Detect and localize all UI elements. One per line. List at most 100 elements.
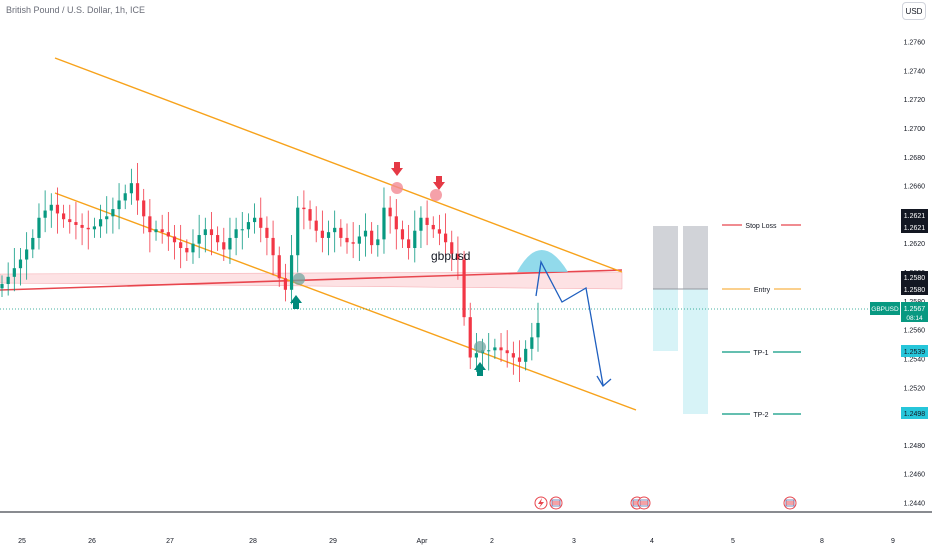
candle-body — [6, 276, 10, 285]
candle-body — [240, 229, 244, 231]
stop-zone-short — [653, 226, 678, 289]
target-zone-tp2 — [683, 289, 708, 414]
candle-body — [283, 278, 288, 290]
price-tick-label: 1.2440 — [904, 501, 926, 508]
svg-text:1.2539: 1.2539 — [904, 349, 926, 356]
candle-body — [222, 242, 226, 250]
tp1-price-tag: 1.2539 — [901, 345, 928, 357]
resistance-line[interactable] — [0, 269, 623, 291]
time-tick-label: 25 — [18, 538, 26, 545]
candle-body — [191, 243, 195, 253]
svg-text:1.2621: 1.2621 — [904, 213, 926, 220]
candle-body — [98, 219, 103, 227]
currency-button[interactable]: USD — [902, 2, 926, 20]
entry-price-tag: 1.2580 — [901, 271, 928, 283]
candle-body — [499, 347, 503, 351]
trade-zones — [653, 226, 708, 414]
svg-text:1.2580: 1.2580 — [904, 275, 926, 282]
candle-body — [246, 222, 251, 230]
candle-body — [228, 237, 232, 250]
entry-marker: Entry — [722, 287, 801, 294]
time-tick-label: Apr — [417, 538, 429, 545]
candle-body — [172, 236, 177, 243]
touch-marker-low-2 — [474, 341, 486, 353]
svg-text:GBPUSD: GBPUSD — [871, 306, 899, 313]
candle-body — [31, 237, 35, 250]
candle-body — [443, 233, 448, 243]
last-price-value: 1.2567 — [904, 306, 926, 313]
candle-body — [320, 230, 324, 238]
candle-body — [517, 357, 522, 362]
candle-body — [265, 227, 269, 238]
dome-shape — [517, 250, 568, 272]
touch-marker-low-1 — [293, 273, 305, 285]
symbol-price-tag: GBPUSD 1.2567 08:14 — [870, 302, 928, 322]
price-tick-label: 1.2700 — [904, 126, 926, 133]
candle-body — [166, 232, 170, 237]
candles — [0, 163, 540, 382]
candle-body — [185, 248, 189, 253]
candle-body — [154, 229, 158, 233]
candle-body — [271, 237, 275, 256]
channel-upper-line[interactable] — [54, 57, 623, 273]
candle-body — [203, 229, 207, 236]
candle-body — [49, 204, 53, 211]
us-flag-event-icon[interactable] — [637, 496, 651, 510]
candle-body — [425, 217, 429, 225]
time-axis[interactable]: 25 26 27 28 29 Apr 2 3 4 5 8 9 — [18, 538, 895, 545]
price-tick-label: 1.2620 — [904, 241, 926, 248]
candle-body — [43, 210, 47, 218]
candle-body — [382, 207, 386, 240]
stop-zone-long — [683, 226, 708, 289]
candle-body — [388, 207, 392, 217]
candle-body — [129, 183, 133, 194]
candle-body — [68, 219, 72, 223]
candle-body — [25, 249, 29, 260]
candle-body — [111, 209, 115, 217]
channel-lower-line[interactable] — [54, 192, 637, 411]
time-tick-label: 26 — [88, 538, 96, 545]
price-tick-label: 1.2760 — [904, 40, 926, 47]
svg-text:1.2621: 1.2621 — [904, 225, 926, 232]
candle-body — [148, 216, 152, 233]
price-tick-label: 1.2460 — [904, 472, 926, 479]
candle-body — [400, 229, 405, 240]
candle-body — [345, 237, 349, 243]
candle-body — [339, 227, 343, 238]
candle-body — [456, 253, 460, 260]
time-tick-label: 28 — [249, 538, 257, 545]
candle-body — [493, 347, 497, 351]
candle-body — [0, 284, 4, 289]
candle-body — [92, 226, 97, 230]
candle-body — [80, 224, 84, 228]
chart-title: British Pound / U.S. Dollar, 1h, ICE — [6, 5, 146, 15]
us-flag-event-icon[interactable] — [783, 496, 797, 510]
tp1-label: TP-1 — [753, 350, 768, 357]
price-tick-label: 1.2680 — [904, 155, 926, 162]
time-tick-label: 27 — [166, 538, 174, 545]
price-tick-label: 1.2660 — [904, 184, 926, 191]
us-flag-event-icon[interactable] — [549, 496, 563, 510]
candle-body — [296, 207, 300, 256]
price-tick-label: 1.2520 — [904, 385, 926, 392]
lightning-event-icon[interactable] — [534, 496, 548, 510]
candle-body — [197, 235, 201, 244]
candle-body — [12, 268, 16, 277]
candle-body — [363, 230, 368, 237]
candle-body — [314, 220, 318, 231]
price-tick-label: 1.2480 — [904, 443, 926, 450]
candle-body — [142, 200, 146, 217]
tp2-label: TP-2 — [753, 412, 768, 419]
svg-text:1.2498: 1.2498 — [904, 411, 926, 418]
price-tick-label: 1.2560 — [904, 328, 926, 335]
projection-arrowhead — [596, 375, 612, 388]
time-tick-label: 3 — [572, 538, 576, 545]
candle-body — [216, 235, 220, 243]
touch-marker-high-2 — [430, 189, 442, 201]
candle-body — [209, 229, 214, 236]
target-zone-tp1 — [653, 289, 678, 351]
candle-body — [450, 242, 454, 254]
candle-body — [462, 259, 466, 318]
candle-body — [179, 242, 183, 249]
